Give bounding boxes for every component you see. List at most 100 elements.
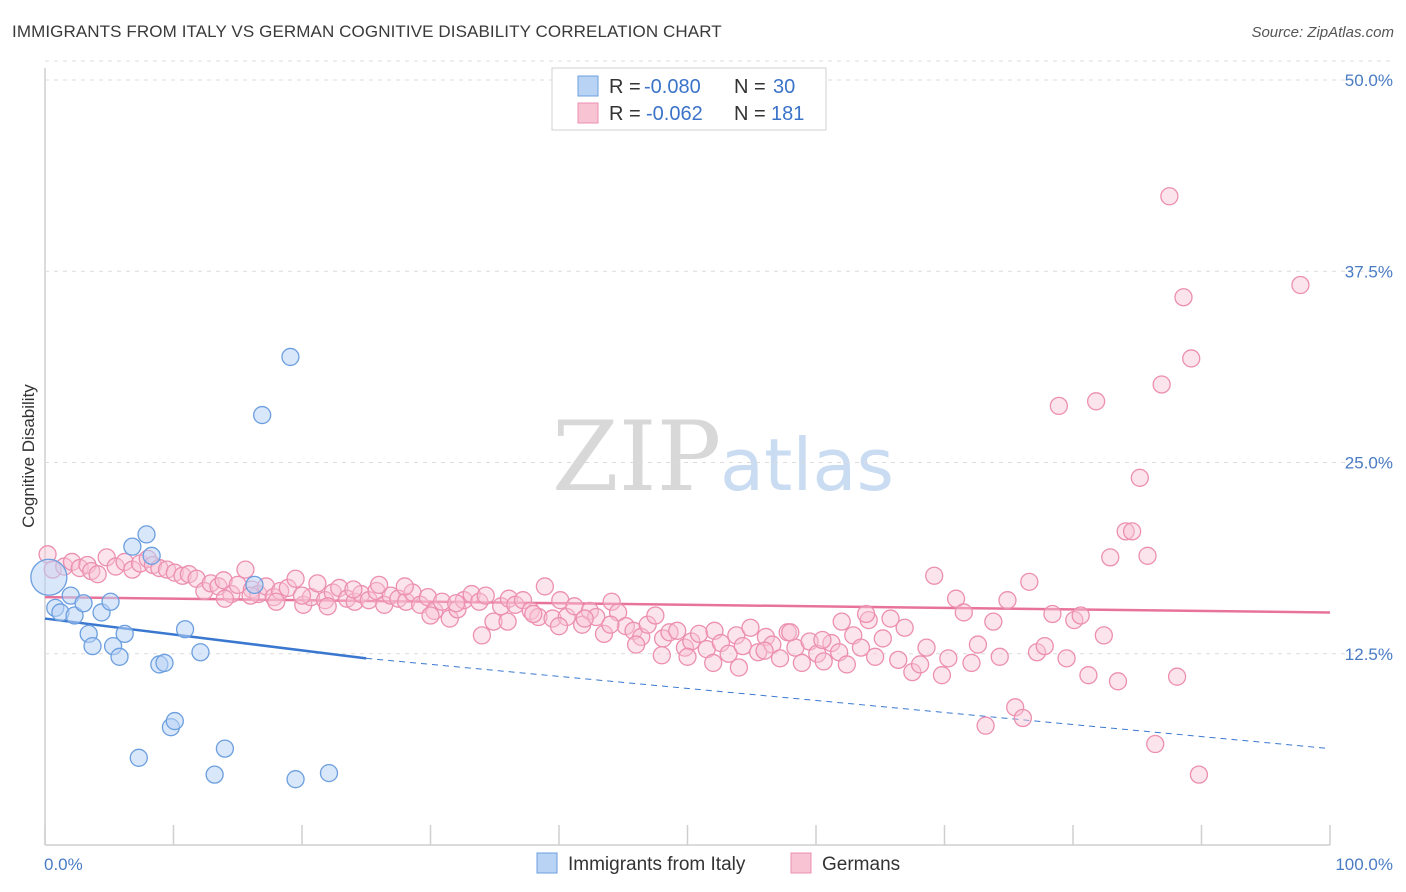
german-point-142 (1079, 666, 1098, 685)
german-point-167 (652, 646, 671, 665)
trend-line-italy-extension (366, 657, 1331, 750)
german-point-147 (1116, 522, 1135, 541)
german-point-34 (286, 569, 305, 588)
german-point-169 (601, 615, 620, 634)
german-point-182 (267, 592, 286, 611)
german-point-37 (308, 574, 327, 593)
german-point-55 (440, 609, 459, 628)
german-point-100 (770, 649, 790, 668)
italy-point-14 (129, 748, 148, 767)
german-point-151 (1146, 734, 1165, 754)
german-point-124 (946, 589, 966, 608)
trend-lines (44, 595, 1331, 750)
bottom-legend-label-germans: Germans (822, 854, 900, 875)
german-point-122 (932, 666, 952, 685)
german-point-86 (668, 621, 687, 640)
german-point-76 (594, 624, 614, 644)
german-point-153 (1160, 187, 1179, 206)
italy-point-4 (65, 606, 84, 625)
german-point-141 (1071, 606, 1090, 625)
german-point-85 (660, 623, 679, 642)
german-point-54 (432, 592, 452, 611)
german-point-77 (602, 592, 621, 611)
x-tick-label-0: 0.0% (44, 855, 83, 874)
italy-point-12 (115, 624, 134, 644)
german-point-117 (895, 618, 914, 637)
german-point-156 (1182, 349, 1201, 368)
y-tick-label-3: 50.0% (1345, 71, 1393, 90)
german-point-128 (976, 716, 995, 735)
german-point-94 (727, 626, 746, 645)
german-point-115 (881, 609, 900, 628)
bottom-legend-label-italy: Immigrants from Italy (568, 854, 746, 875)
german-point-33 (278, 578, 298, 598)
german-point-178 (369, 575, 389, 595)
german-point-49 (396, 592, 416, 611)
chart-source: Source: ZipAtlas.com (1251, 24, 1394, 41)
german-point-180 (318, 597, 337, 616)
german-point-174 (472, 626, 492, 645)
italy-point-7 (83, 636, 102, 656)
y-axis-title: Cognitive Disability (19, 384, 38, 528)
german-point-10 (115, 552, 134, 572)
german-point-93 (719, 644, 738, 663)
german-point-61 (484, 612, 503, 631)
german-point-56 (448, 600, 467, 619)
trend-line-germans (44, 595, 1331, 614)
german-point-133 (1013, 708, 1033, 728)
german-point-114 (873, 629, 892, 648)
german-point-177 (395, 577, 414, 596)
german-point-123 (939, 649, 958, 668)
bottom-legend-swatch-germans (790, 852, 812, 874)
german-point-159 (856, 604, 876, 624)
german-point-172 (524, 604, 543, 624)
series-legend: Immigrants from Italy Germans (536, 852, 900, 875)
legend-n-label-italy: N = (734, 76, 766, 98)
german-point-67 (529, 607, 548, 627)
german-point-130 (990, 647, 1009, 666)
german-point-184 (215, 589, 235, 608)
italy-point-29 (319, 763, 339, 783)
italy-point-25 (245, 575, 264, 595)
watermark-atlas: atlas (720, 423, 894, 507)
german-point-97 (749, 643, 768, 662)
german-point-111 (851, 638, 871, 657)
german-point-121 (925, 566, 944, 585)
german-point-35 (294, 595, 313, 614)
italy-point-24 (215, 739, 235, 758)
italy-point-20 (165, 711, 184, 731)
german-point-160 (832, 612, 851, 631)
german-point-137 (1043, 604, 1062, 624)
german-point-83 (646, 606, 665, 625)
italy-point-27 (281, 347, 300, 367)
german-point-163 (755, 641, 774, 660)
german-point-129 (984, 612, 1003, 631)
legend-n-value-germans: 181 (771, 103, 804, 125)
german-point-165 (704, 653, 723, 673)
german-point-95 (733, 636, 752, 656)
italy-point-22 (191, 643, 210, 662)
italy-point-16 (142, 546, 161, 565)
german-point-175 (447, 594, 466, 613)
german-point-113 (865, 647, 885, 666)
german-point-125 (954, 603, 973, 622)
german-point-144 (1094, 626, 1113, 645)
german-point-131 (998, 591, 1017, 610)
italy-point-26 (253, 405, 272, 425)
watermark-zip: ZIP (552, 401, 721, 513)
german-point-27 (236, 560, 255, 579)
y-tick-label-2: 37.5% (1345, 262, 1393, 281)
german-point-138 (1049, 396, 1069, 416)
german-point-68 (535, 577, 555, 596)
y-tick-labels: 12.5% 25.0% 37.5% 50.0% (1345, 71, 1393, 664)
german-point-118 (903, 662, 922, 682)
legend-r-label-italy: R = (609, 76, 641, 98)
legend-n-value-italy: 30 (773, 76, 795, 98)
german-point-145 (1101, 548, 1120, 567)
german-point-75 (587, 607, 606, 627)
german-point-103 (792, 653, 812, 673)
german-point-149 (1130, 468, 1149, 487)
german-point-109 (837, 655, 856, 674)
german-point-58 (462, 584, 481, 604)
german-point-7 (88, 565, 107, 584)
